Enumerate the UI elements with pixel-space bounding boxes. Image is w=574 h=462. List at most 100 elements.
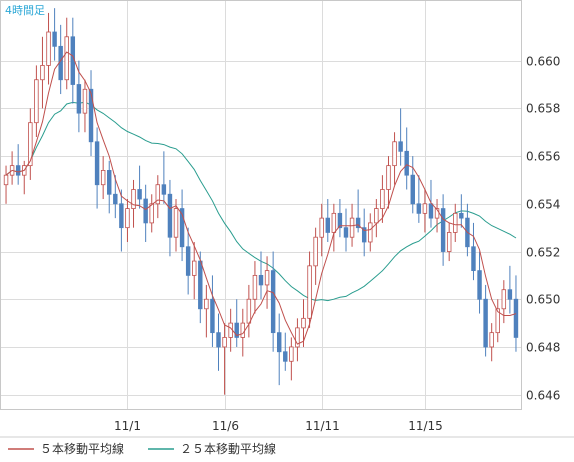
y-tick-label-4: 0.654	[526, 198, 560, 212]
candle-29	[179, 189, 185, 262]
candle-body-35	[216, 332, 221, 348]
candles	[3, 8, 519, 395]
candle-25	[155, 175, 161, 219]
candle-body-27	[167, 193, 173, 238]
candle-62	[380, 175, 385, 223]
legend-label-ma25: ２５本移動平均線	[180, 441, 276, 456]
candle-67	[410, 156, 415, 214]
candle-28	[173, 199, 179, 252]
candle-body-61	[374, 208, 379, 224]
candle-body-54	[331, 212, 337, 233]
candle-body-81	[495, 308, 500, 334]
candle-45	[276, 313, 282, 386]
candle-61	[374, 199, 379, 238]
legend-label-ma5: ５本移動平均線	[40, 441, 124, 456]
candle-body-73	[446, 232, 452, 252]
candle-body-51	[313, 236, 318, 267]
x-tick-label-0: 11/1	[114, 419, 141, 433]
candle-75	[459, 194, 464, 228]
candle-body-52	[319, 217, 324, 238]
candle-body-56	[343, 227, 349, 238]
candle-54	[331, 203, 337, 252]
candle-14	[88, 70, 94, 157]
candle-body-83	[507, 289, 513, 300]
candle-body-15	[94, 141, 100, 186]
candle-body-29	[179, 208, 185, 248]
candle-body-6	[40, 65, 45, 81]
candle-83	[507, 265, 513, 314]
candle-body-5	[34, 79, 39, 124]
candle-body-19	[119, 203, 124, 229]
candle-body-41	[252, 274, 258, 300]
candle-41	[252, 261, 258, 314]
candle-body-70	[428, 203, 434, 219]
candle-57	[349, 203, 355, 247]
candle-body-57	[349, 217, 355, 238]
candle-body-22	[137, 189, 142, 200]
candle-6	[40, 36, 45, 109]
candle-13	[82, 79, 88, 133]
candle-30	[185, 227, 191, 295]
candle-68	[416, 175, 422, 223]
candle-body-0	[3, 174, 9, 186]
y-tick-label-7: 0.660	[526, 55, 560, 69]
candle-body-49	[301, 317, 306, 329]
candle-body-21	[131, 189, 136, 209]
candle-body-55	[337, 212, 343, 229]
candle-79	[483, 284, 488, 357]
candle-8	[52, 8, 57, 61]
candle-body-7	[46, 31, 51, 66]
candle-body-74	[453, 212, 458, 233]
candle-43	[264, 256, 270, 309]
candle-body-53	[325, 217, 330, 233]
candle-44	[270, 251, 276, 352]
candle-55	[337, 199, 343, 238]
candle-74	[453, 203, 458, 242]
candle-23	[143, 184, 148, 242]
candle-body-8	[52, 31, 57, 47]
candle-65	[398, 108, 403, 166]
candle-body-13	[82, 88, 88, 114]
x-axis-labels: 11/1 11/6 11/11 11/15	[114, 419, 443, 433]
candle-body-64	[392, 141, 397, 167]
candle-body-24	[149, 203, 154, 224]
candle-body-31	[192, 260, 197, 276]
candle-70	[428, 179, 434, 228]
candle-22	[137, 165, 142, 209]
candle-53	[325, 199, 330, 242]
y-tick-label-3: 0.652	[526, 246, 560, 260]
candle-body-79	[483, 298, 488, 348]
candle-body-48	[295, 327, 300, 348]
candle-59	[361, 208, 367, 257]
candle-body-42	[258, 274, 264, 286]
candle-body-39	[240, 322, 246, 338]
candle-66	[404, 127, 409, 190]
candle-56	[343, 208, 349, 252]
candle-body-16	[100, 170, 106, 186]
candle-4	[28, 108, 33, 180]
candle-body-44	[270, 270, 276, 334]
candle-body-20	[125, 208, 130, 229]
candle-10	[64, 17, 69, 90]
candle-34	[210, 275, 215, 347]
candle-body-25	[155, 184, 161, 205]
chart-title: 4時間足	[5, 4, 45, 17]
candle-17	[107, 160, 112, 214]
x-tick-label-2: 11/11	[305, 419, 340, 433]
candle-47	[289, 337, 294, 381]
candle-78	[477, 251, 482, 314]
candle-body-45	[276, 332, 282, 353]
candle-69	[422, 189, 428, 233]
candle-7	[46, 12, 51, 85]
candle-body-65	[398, 141, 403, 152]
candle-body-78	[477, 270, 482, 300]
candle-body-75	[459, 212, 464, 219]
candle-body-59	[361, 227, 367, 243]
candle-72	[440, 194, 446, 266]
candle-18	[113, 175, 118, 219]
candle-42	[258, 251, 264, 300]
candle-body-2	[15, 165, 21, 176]
candle-15	[94, 127, 100, 209]
candle-31	[192, 241, 197, 300]
candle-body-38	[234, 322, 239, 338]
